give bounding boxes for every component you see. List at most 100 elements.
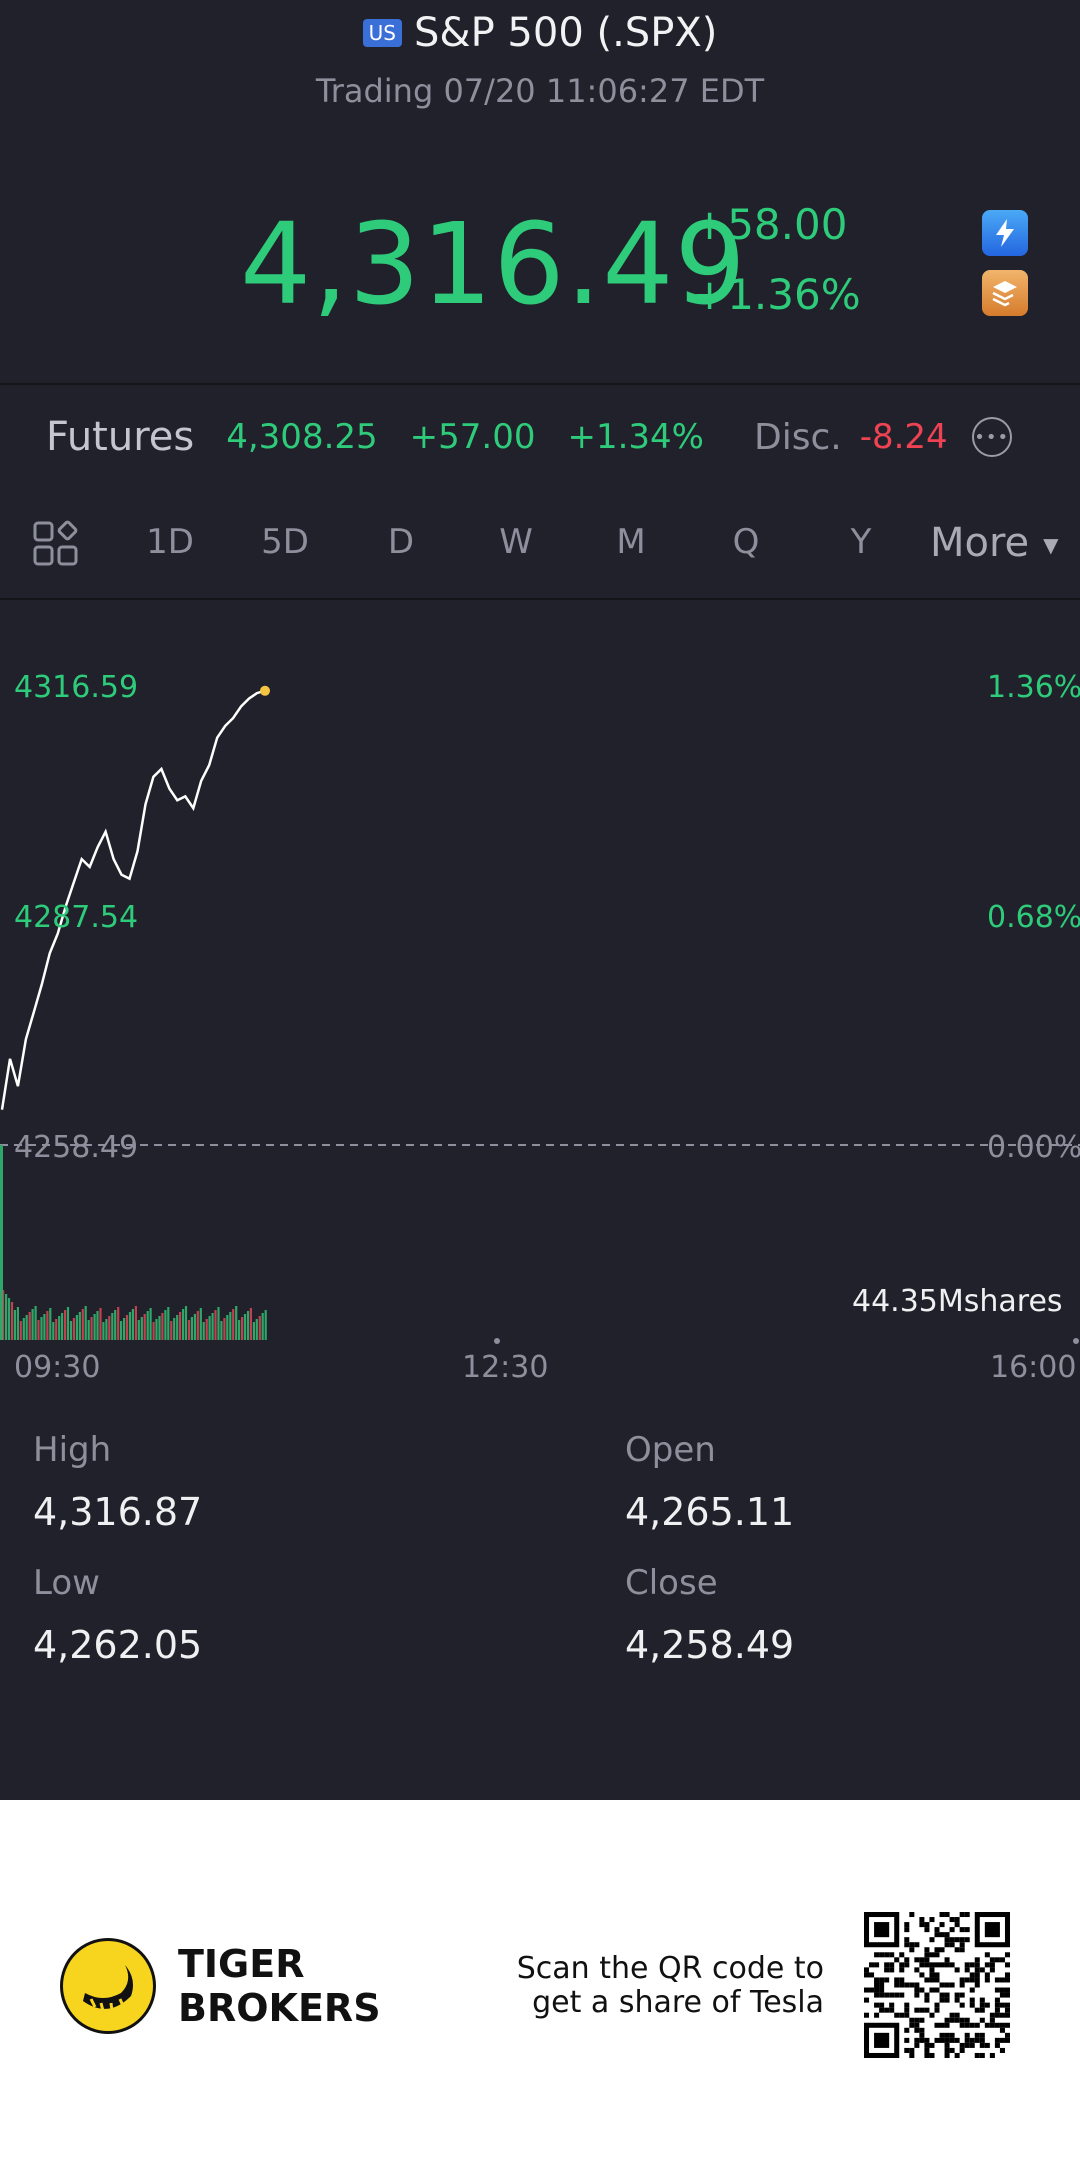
qr-module bbox=[979, 2007, 985, 2013]
qr-module bbox=[919, 1957, 925, 1963]
qr-module bbox=[904, 1962, 910, 1968]
qr-module bbox=[989, 2017, 995, 2023]
qr-module bbox=[924, 1992, 930, 1998]
qr-module bbox=[914, 1942, 920, 1948]
qr-module bbox=[894, 1977, 900, 1983]
qr-module bbox=[899, 1967, 905, 1973]
qr-module bbox=[909, 2017, 915, 2023]
brand-name: TIGER BROKERS bbox=[178, 1942, 381, 2030]
qr-module bbox=[994, 1977, 1000, 1983]
tab-week[interactable]: W bbox=[499, 522, 533, 562]
qr-module bbox=[974, 2022, 980, 2028]
qr-module bbox=[864, 1997, 870, 2003]
qr-module bbox=[924, 1927, 930, 1933]
qr-module bbox=[904, 1922, 910, 1928]
qr-module bbox=[974, 2032, 980, 2038]
qr-module bbox=[954, 1992, 960, 1998]
qr-module bbox=[939, 2022, 945, 2028]
qr-module bbox=[989, 2022, 995, 2028]
qr-module bbox=[934, 2022, 940, 2028]
qr-module bbox=[889, 1967, 895, 1973]
qr-module bbox=[889, 1962, 895, 1968]
layers-icon[interactable] bbox=[982, 270, 1028, 316]
futures-row[interactable]: Futures 4,308.25 +57.00 +1.34% Disc. -8.… bbox=[46, 414, 1012, 460]
qr-module bbox=[914, 2037, 920, 2043]
qr-module bbox=[944, 2017, 950, 2023]
qr-module bbox=[994, 1957, 1000, 1963]
qr-module bbox=[984, 1962, 990, 1968]
qr-module bbox=[879, 1982, 885, 1988]
qr-module bbox=[924, 2007, 930, 2013]
qr-module bbox=[974, 1967, 980, 1973]
qr-module bbox=[904, 1942, 910, 1948]
qr-finder bbox=[874, 2032, 890, 2048]
qr-module bbox=[959, 2022, 965, 2028]
qr-module bbox=[884, 1962, 890, 1968]
chart-period-tabs: 1D 5D D W M Q Y More ▼ bbox=[0, 510, 1080, 580]
qr-module bbox=[894, 2012, 900, 2018]
qr-module bbox=[944, 1982, 950, 1988]
qr-module bbox=[874, 1992, 880, 1998]
qr-module bbox=[899, 1962, 905, 1968]
qr-module bbox=[909, 1912, 915, 1918]
divider bbox=[0, 383, 1080, 385]
chart-layout-icon[interactable] bbox=[32, 520, 80, 568]
qr-module bbox=[984, 2002, 990, 2008]
tab-more[interactable]: More ▼ bbox=[930, 520, 1059, 566]
qr-module bbox=[924, 2047, 930, 2053]
qr-module bbox=[954, 2012, 960, 2018]
more-options-icon[interactable]: ••• bbox=[971, 417, 1012, 457]
discount-label: Disc. bbox=[753, 416, 842, 458]
qr-module bbox=[934, 2007, 940, 2013]
qr-module bbox=[994, 1987, 1000, 1993]
qr-module bbox=[974, 1972, 980, 1978]
discount-value: -8.24 bbox=[859, 417, 948, 457]
qr-prompt-line-2: get a share of Tesla bbox=[532, 1985, 824, 2020]
tab-quarter[interactable]: Q bbox=[732, 522, 760, 562]
qr-module bbox=[924, 1977, 930, 1983]
qr-module bbox=[929, 2052, 935, 2058]
tab-5d[interactable]: 5D bbox=[261, 522, 309, 562]
tiger-logo-icon bbox=[60, 1938, 156, 2034]
qr-module bbox=[1004, 2007, 1010, 2013]
qr-module bbox=[969, 2002, 975, 2008]
qr-module bbox=[949, 1982, 955, 1988]
tab-month[interactable]: M bbox=[616, 522, 646, 562]
qr-module bbox=[994, 2037, 1000, 2043]
qr-code-icon[interactable] bbox=[864, 1912, 1010, 2058]
qr-module bbox=[1004, 1952, 1010, 1958]
qr-module bbox=[879, 1992, 885, 1998]
qr-module bbox=[969, 2042, 975, 2048]
qr-module bbox=[904, 2007, 910, 2013]
qr-module bbox=[999, 1987, 1005, 1993]
qr-module bbox=[914, 1987, 920, 1993]
qr-module bbox=[974, 1962, 980, 1968]
tab-year[interactable]: Y bbox=[850, 522, 872, 562]
qr-module bbox=[954, 1917, 960, 1923]
qr-module bbox=[879, 1952, 885, 1958]
qr-module bbox=[944, 1912, 950, 1918]
x-axis-label-close: 16:00 bbox=[990, 1350, 1077, 1385]
qr-module bbox=[924, 1947, 930, 1953]
qr-module bbox=[944, 2032, 950, 2038]
qr-module bbox=[894, 1992, 900, 1998]
qr-module bbox=[969, 1997, 975, 2003]
qr-module bbox=[929, 1977, 935, 1983]
lightning-icon[interactable] bbox=[982, 210, 1028, 256]
qr-module bbox=[924, 2037, 930, 2043]
qr-module bbox=[889, 1992, 895, 1998]
qr-module bbox=[944, 2042, 950, 2048]
tab-1d[interactable]: 1D bbox=[146, 522, 194, 562]
qr-module bbox=[904, 1937, 910, 1943]
qr-module bbox=[989, 1962, 995, 1968]
futures-change: +57.00 bbox=[409, 417, 536, 457]
qr-module bbox=[914, 1957, 920, 1963]
qr-module bbox=[999, 1992, 1005, 1998]
index-name: S&P 500 (.SPX) bbox=[414, 10, 718, 56]
qr-module bbox=[954, 2037, 960, 2043]
qr-module bbox=[969, 2022, 975, 2028]
qr-module bbox=[949, 2012, 955, 2018]
qr-module bbox=[929, 1937, 935, 1943]
tab-day[interactable]: D bbox=[387, 522, 415, 562]
qr-module bbox=[979, 1967, 985, 1973]
